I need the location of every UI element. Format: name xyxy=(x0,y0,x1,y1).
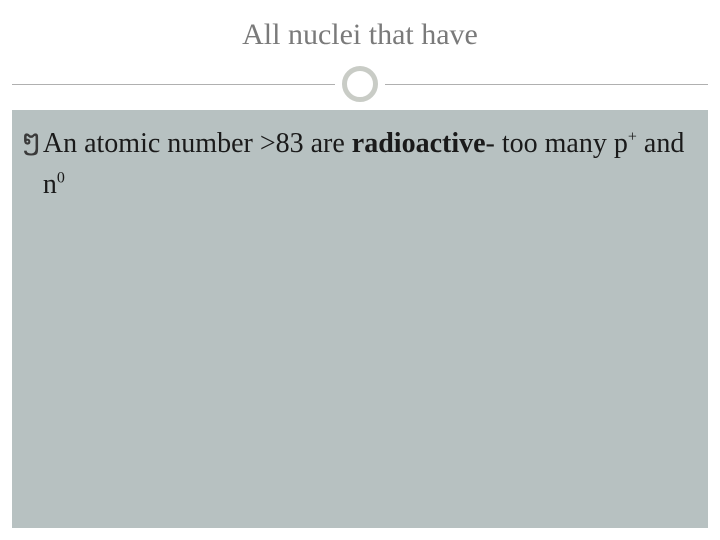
bullet-sup-zero: 0 xyxy=(57,169,65,186)
bullet-text: An atomic number >83 are radioactive- to… xyxy=(43,124,694,205)
slide-title: All nuclei that have xyxy=(0,18,720,52)
bullet-item: ໆ An atomic number >83 are radioactive- … xyxy=(12,110,708,205)
bullet-seg-mid: - too many p xyxy=(486,128,628,159)
divider-ring-icon xyxy=(342,66,378,102)
divider-line-left xyxy=(12,84,335,85)
title-divider xyxy=(0,66,720,106)
title-area: All nuclei that have xyxy=(0,0,720,52)
bullet-seg-lead: An atomic number >83 are xyxy=(43,128,352,159)
divider-line-right xyxy=(385,84,708,85)
content-panel: ໆ An atomic number >83 are radioactive- … xyxy=(12,110,708,528)
bullet-icon: ໆ xyxy=(22,124,41,158)
slide: All nuclei that have ໆ An atomic number … xyxy=(0,0,720,540)
bullet-seg-bold: radioactive xyxy=(352,128,486,159)
bullet-sup-plus: + xyxy=(628,129,637,146)
